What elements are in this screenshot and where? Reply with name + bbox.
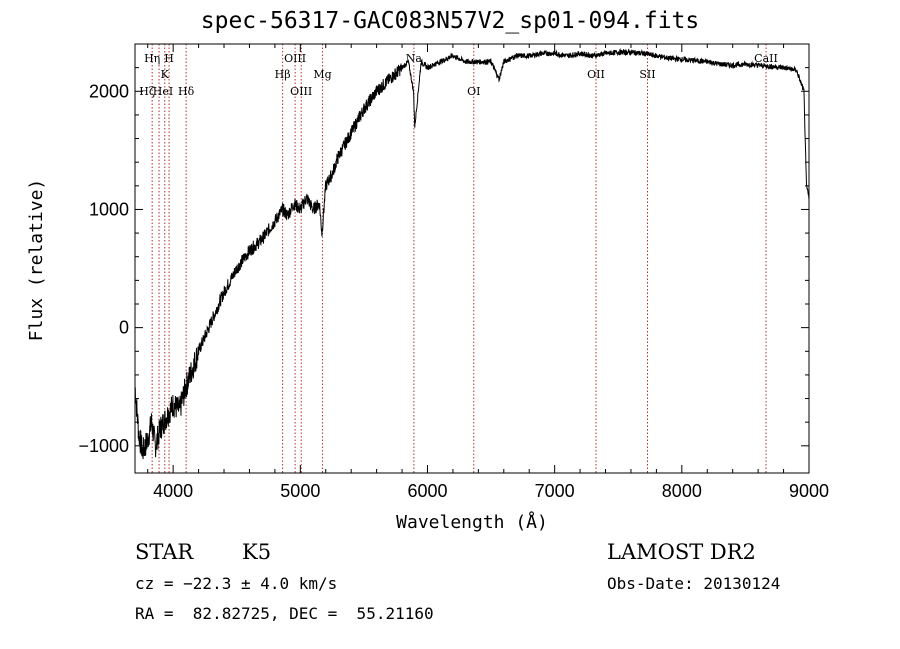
x-tick-label-2: 6000 — [407, 481, 447, 501]
x-tick-label-5: 9000 — [789, 481, 829, 501]
line-label-4: HeI — [153, 85, 173, 98]
object-type: STAR — [135, 540, 194, 564]
line-label-13: SII — [639, 68, 655, 81]
plot-frame — [134, 43, 810, 474]
line-label-9: Mg — [313, 68, 331, 81]
line-label-2: K — [161, 68, 170, 81]
line-label-8: OIII — [290, 85, 312, 98]
line-label-7: OIII — [284, 52, 306, 65]
x-tick-label-1: 5000 — [280, 481, 320, 501]
axis-ticks: 4000 5000 6000 7000 8000 9000 −1000 0 1000 2000 — [78, 44, 829, 501]
redshift-readout: cz = −22.3 ± 4.0 km/s — [135, 574, 338, 593]
x-axis-label: Wavelength (Å) — [396, 511, 548, 533]
flux-line — [134, 47, 810, 460]
y-axis-label: Flux (relative) — [26, 179, 47, 342]
y-tick-label-0: −1000 — [78, 436, 129, 456]
coordinates: RA = 82.82725, DEC = 55.21160 — [135, 604, 434, 623]
obs-date: Obs-Date: 20130124 — [607, 574, 781, 593]
y-tick-label-1: 0 — [119, 318, 129, 338]
x-tick-label-3: 7000 — [535, 481, 575, 501]
line-label-11: OI — [467, 85, 480, 98]
line-label-14: CaII — [754, 52, 778, 65]
flux-series — [134, 47, 810, 460]
chart-title: spec-56317-GAC083N57V2_sp01-094.fits — [200, 8, 700, 34]
line-label-6: Hβ — [275, 68, 291, 81]
line-label-12: OII — [587, 68, 605, 81]
y-tick-label-3: 2000 — [89, 81, 129, 101]
line-label-3: Hζ — [139, 85, 155, 98]
line-label-10: Na — [406, 52, 423, 65]
survey-name: LAMOST DR2 — [607, 540, 756, 564]
x-tick-label-4: 8000 — [662, 481, 702, 501]
object-subclass: K5 — [242, 540, 272, 564]
x-tick-label-0: 4000 — [153, 481, 193, 501]
line-label-0: Hη — [144, 52, 160, 65]
line-label-1: H — [164, 52, 174, 65]
line-label-5: Hδ — [178, 85, 195, 98]
y-tick-label-2: 1000 — [89, 199, 129, 219]
spectral-line-markers — [151, 44, 767, 473]
